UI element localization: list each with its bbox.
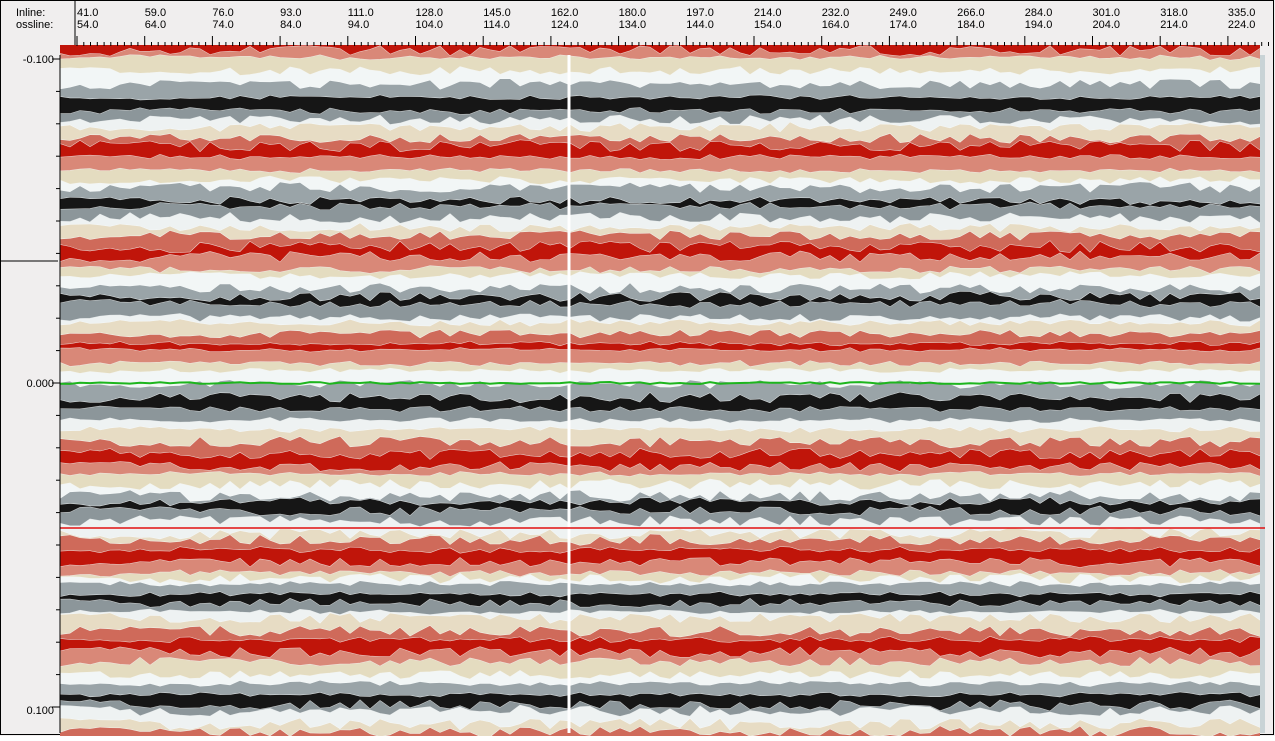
seismic-band [60,271,1260,294]
seismic-band [60,436,1260,460]
seismic-band [60,490,1260,507]
seismic-band [60,202,1260,224]
seismic-band [60,291,1260,309]
seismic-band [60,55,1260,76]
inline-tick-label: 76.0 [212,7,233,19]
crossline-tick-label: 114.0 [483,19,510,31]
seismic-band [60,692,1260,712]
seismic-band [60,299,1260,322]
crossline-tick-label: 214.0 [1160,19,1188,31]
seismic-band [60,45,1260,57]
seismic-band [60,546,1260,568]
seismic-band [60,646,1260,667]
seismic-band [60,230,1260,253]
seismic-band [60,625,1260,643]
inline-tick-label: 301.0 [1093,7,1121,19]
inline-tick-label: 59.0 [145,7,166,19]
seismic-band [60,360,1260,374]
seismic-band [60,95,1260,115]
inline-tick-label: 335.0 [1228,7,1256,19]
seismic-band [60,527,1260,546]
seismic-band [60,182,1260,205]
seismic-band [60,718,1260,738]
crossline-tick-label: 134.0 [619,19,647,31]
crossline-tick-label: 184.0 [957,19,985,31]
seismic-band [60,140,1260,160]
inline-tick-label: 214.0 [754,7,782,19]
inline-tick-label: 180.0 [619,7,647,19]
seismic-band [60,417,1260,433]
seismic-band [60,699,1260,717]
seismic-band [60,241,1260,263]
seismic-image [59,45,1265,741]
crossline-tick-label: 224.0 [1228,19,1256,31]
crossline-tick-label: 194.0 [1025,19,1053,31]
seismic-band [60,636,1260,658]
seismic-band [60,212,1260,233]
inline-tick-label: 284.0 [1025,7,1053,19]
seismic-band [60,168,1260,185]
seismic-band [60,313,1260,327]
seismic-band [60,347,1260,367]
crossline-tick-label: 104.0 [416,19,444,31]
seismic-band [60,392,1260,413]
seismic-band [60,154,1260,174]
crossline-tick-label: 74.0 [212,19,233,31]
inline-tick-label: 266.0 [957,7,985,19]
crossline-tick-label: 124.0 [551,19,579,31]
seismic-band [60,591,1260,608]
seismic-band [60,46,1260,61]
seismic-band [60,569,1260,585]
inline-tick-label: 111.0 [348,7,374,19]
inline-tick-label: 128.0 [416,7,444,19]
crossline-tick-label: 64.0 [145,19,166,31]
seismic-band [60,283,1260,302]
seismic-band [60,318,1260,339]
seismic-band [60,107,1260,125]
horizon-green [59,380,1261,386]
inline-tick-label: 145.0 [483,7,511,19]
inline-tick-label: 249.0 [889,7,917,19]
crossline-tick-label: 164.0 [822,19,850,31]
seismic-band [60,176,1260,194]
y-tick-label: 0.000 [26,378,54,390]
seismic-band [60,79,1260,101]
seismic-band [60,680,1260,698]
seismic-band [60,223,1260,241]
crossline-tick-label: 94.0 [348,19,369,31]
crossline-tick-label: 204.0 [1093,19,1121,31]
seismic-band [60,534,1260,554]
inline-tick-label: 41.0 [77,7,98,19]
seismic-band [60,573,1260,587]
seismic-band [60,115,1260,133]
crossline-tick-label: 154.0 [754,19,782,31]
seismic-band [60,471,1260,491]
inline-tick-label: 93.0 [280,7,301,19]
seismic-band [60,705,1260,731]
seismic-band [60,506,1260,527]
seismic-band [60,598,1260,615]
crossline-tick-label: 174.0 [889,19,917,31]
seismic-band [60,609,1260,624]
crossline-tick-label: 54.0 [77,19,98,31]
crossline-tick-label: 84.0 [280,19,301,31]
seismic-band [60,122,1260,144]
seismic-band [60,380,1260,404]
inline-tick-label: 232.0 [822,7,850,19]
crossline-tick-label: 144.0 [686,19,714,31]
crossline-label: ossline: [16,19,53,31]
seismic-band [60,670,1260,687]
inline-label: Inline: [16,7,45,19]
y-tick-label: 0.100 [26,705,54,717]
inline-tick-label: 197.0 [686,7,714,19]
inline-tick-label: 162.0 [551,7,579,19]
y-tick-label: -0.100 [23,54,54,66]
inline-tick-label: 318.0 [1160,7,1188,19]
seismic-band [60,613,1260,638]
seismic-band [60,448,1260,472]
seismic-band [60,497,1260,517]
seismic-band [60,657,1260,680]
